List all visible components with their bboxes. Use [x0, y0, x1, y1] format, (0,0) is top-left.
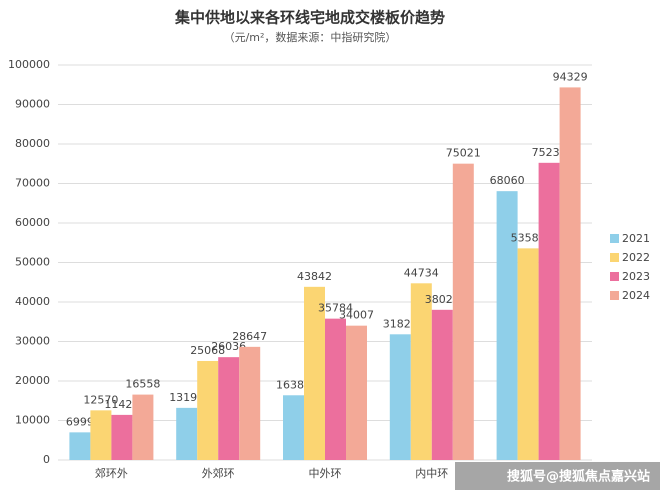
value-label: 26036	[211, 340, 246, 353]
bar	[239, 346, 261, 460]
bar	[538, 162, 560, 460]
y-tick-label: 80000	[15, 137, 50, 150]
bar	[132, 394, 154, 460]
value-label: 34007	[339, 309, 374, 322]
y-tick-label: 10000	[15, 414, 50, 427]
bar	[69, 432, 91, 460]
value-label: 75236	[532, 146, 567, 159]
bar	[325, 318, 346, 460]
value-label: 35784	[318, 302, 353, 315]
value-label: 13197	[169, 391, 204, 404]
legend-label: 2021	[622, 232, 650, 245]
value-label: 25068	[190, 344, 225, 357]
y-tick-label: 20000	[15, 374, 50, 387]
y-tick-label: 90000	[15, 98, 50, 111]
value-label: 28647	[232, 330, 267, 343]
legend-swatch	[610, 253, 619, 262]
value-label: 16558	[125, 378, 160, 391]
bar	[346, 325, 367, 460]
bar	[410, 283, 432, 460]
x-tick-label: 内中环	[415, 466, 448, 480]
value-label: 75021	[446, 147, 481, 160]
x-tick-label: 外郊环	[202, 467, 235, 480]
value-label: 38022	[425, 293, 460, 306]
value-label: 16385	[276, 378, 311, 391]
x-tick-label: 郊环外	[95, 467, 128, 480]
bar	[452, 163, 474, 460]
value-label: 43842	[297, 270, 332, 283]
chart-title: 集中供地以来各环线宅地成交楼板价趋势	[174, 9, 445, 27]
legend-label: 2023	[622, 270, 650, 283]
x-tick-label: 中外环	[309, 467, 342, 480]
value-label: 53580	[511, 231, 546, 244]
bar	[431, 309, 453, 460]
value-label: 44734	[404, 266, 439, 279]
bar	[559, 87, 581, 460]
legend-swatch	[610, 272, 619, 281]
value-label: 31822	[383, 317, 418, 330]
legend-label: 2024	[622, 289, 650, 302]
y-tick-label: 70000	[15, 177, 50, 190]
legend-label: 2022	[622, 251, 650, 264]
y-tick-label: 60000	[15, 216, 50, 229]
watermark-bg	[455, 462, 660, 490]
legend-swatch	[610, 291, 619, 300]
y-tick-label: 100000	[8, 58, 50, 71]
y-tick-label: 0	[43, 453, 50, 466]
legend-swatch	[610, 234, 619, 243]
y-tick-label: 50000	[15, 256, 50, 269]
bar	[304, 286, 325, 460]
bar	[176, 407, 198, 460]
value-label: 12570	[83, 393, 118, 406]
bar	[496, 191, 518, 460]
bar	[389, 334, 411, 460]
bar	[283, 395, 304, 460]
bar	[197, 360, 219, 460]
y-tick-label: 30000	[15, 335, 50, 348]
watermark: 搜狐号@搜狐焦点嘉兴站	[507, 469, 650, 485]
bar	[111, 414, 133, 460]
value-label: 6999	[66, 415, 94, 428]
chart-subtitle: （元/m²，数据来源：中指研究院）	[224, 30, 397, 44]
value-label: 68060	[490, 174, 525, 187]
value-label: 11423	[104, 398, 139, 411]
value-label: 94329	[553, 70, 588, 83]
bar	[90, 410, 112, 460]
bar	[517, 248, 539, 460]
bar	[218, 357, 240, 460]
y-tick-label: 40000	[15, 295, 50, 308]
